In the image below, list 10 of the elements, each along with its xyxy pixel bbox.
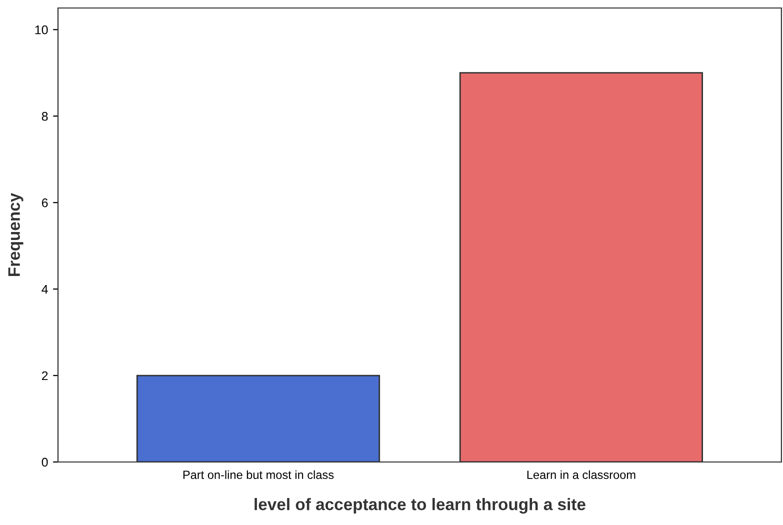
y-tick-label: 10 <box>35 25 48 34</box>
y-tick-label: 4 <box>42 284 48 294</box>
x-tick-label: Learn in a classroom <box>527 470 636 480</box>
y-tick-label: 6 <box>42 198 48 208</box>
y-tick-label: 2 <box>42 371 48 380</box>
x-axis-title: level of acceptance to learn through a site <box>254 498 586 514</box>
y-tick-label: 8 <box>42 112 48 121</box>
y-axis-title: Frequency <box>8 192 24 276</box>
y-tick-label: 0 <box>42 458 48 467</box>
x-tick-label: Part on-line but most in class <box>183 470 334 480</box>
